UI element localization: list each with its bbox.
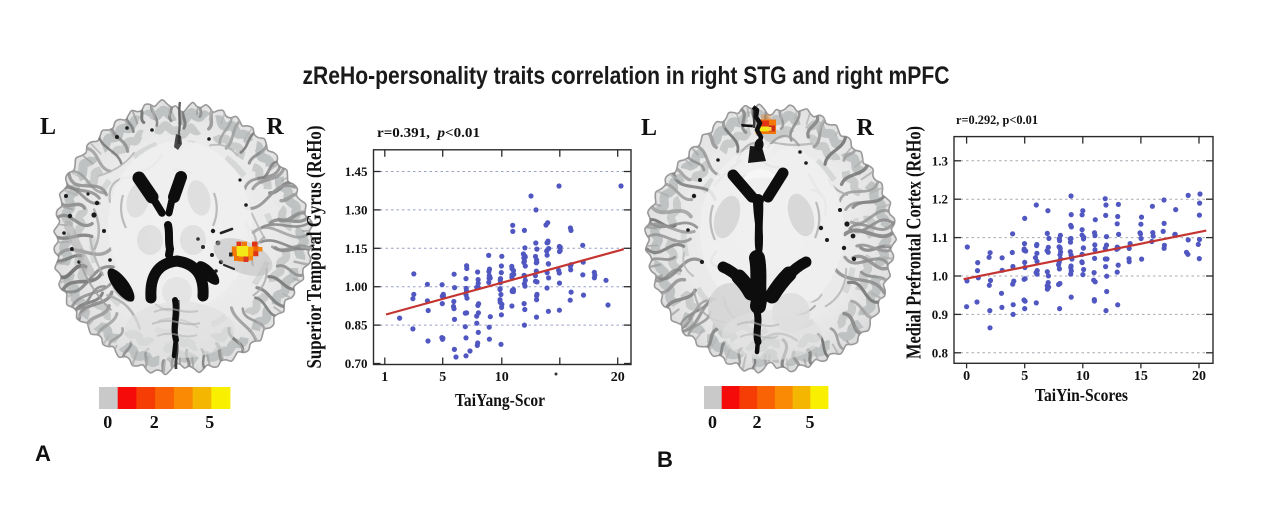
svg-text:5: 5 [806,412,815,432]
svg-text:0: 0 [963,369,970,384]
svg-text:5: 5 [1021,369,1028,384]
svg-text:2: 2 [753,412,762,432]
svg-text:5: 5 [439,370,446,385]
svg-text:0: 0 [708,412,717,432]
svg-text:1.3: 1.3 [932,153,949,168]
svg-text:0: 0 [103,412,112,432]
svg-text:10: 10 [495,370,509,385]
svg-text:0.8: 0.8 [932,345,949,360]
svg-text:R: R [266,114,284,140]
svg-text:L: L [641,115,657,141]
svg-text:1.1: 1.1 [932,230,948,245]
svg-text:r=0.292, p<0.01: r=0.292, p<0.01 [956,112,1038,127]
svg-text:TaiYin-Scores: TaiYin-Scores [1035,385,1128,405]
svg-text:5: 5 [205,412,214,432]
svg-text:1.0: 1.0 [932,269,948,284]
svg-text:0.70: 0.70 [345,356,368,371]
svg-text:20: 20 [1192,369,1206,384]
svg-text:1.15: 1.15 [345,241,368,256]
svg-text:0.9: 0.9 [932,307,949,322]
svg-text:1.30: 1.30 [345,202,368,217]
svg-text:1.45: 1.45 [345,164,368,179]
svg-text:1: 1 [381,370,388,385]
svg-text:L: L [40,114,56,140]
svg-text:1.00: 1.00 [345,279,368,294]
svg-text:15: 15 [1134,369,1148,384]
svg-text:R: R [856,115,874,141]
svg-text:10: 10 [1076,369,1090,384]
svg-text:A: A [35,441,51,466]
svg-text:1.2: 1.2 [932,192,948,207]
svg-text:TaiYang-Scor: TaiYang-Scor [455,390,545,410]
svg-text:Medial Prefrontal Cortex (ReHo: Medial Prefrontal Cortex (ReHo) [902,126,926,359]
svg-text:20: 20 [611,370,625,385]
svg-text:r=0.391, p<0.01: r=0.391, p<0.01 [377,126,480,141]
svg-text:0.85: 0.85 [345,318,368,333]
svg-text:B: B [657,447,673,472]
svg-text:Superior Temporal Gyrus (ReHo): Superior Temporal Gyrus (ReHo) [302,126,326,369]
svg-text:zReHo-personality traits corre: zReHo-personality traits correlation in … [303,62,950,90]
svg-text:2: 2 [150,412,159,432]
